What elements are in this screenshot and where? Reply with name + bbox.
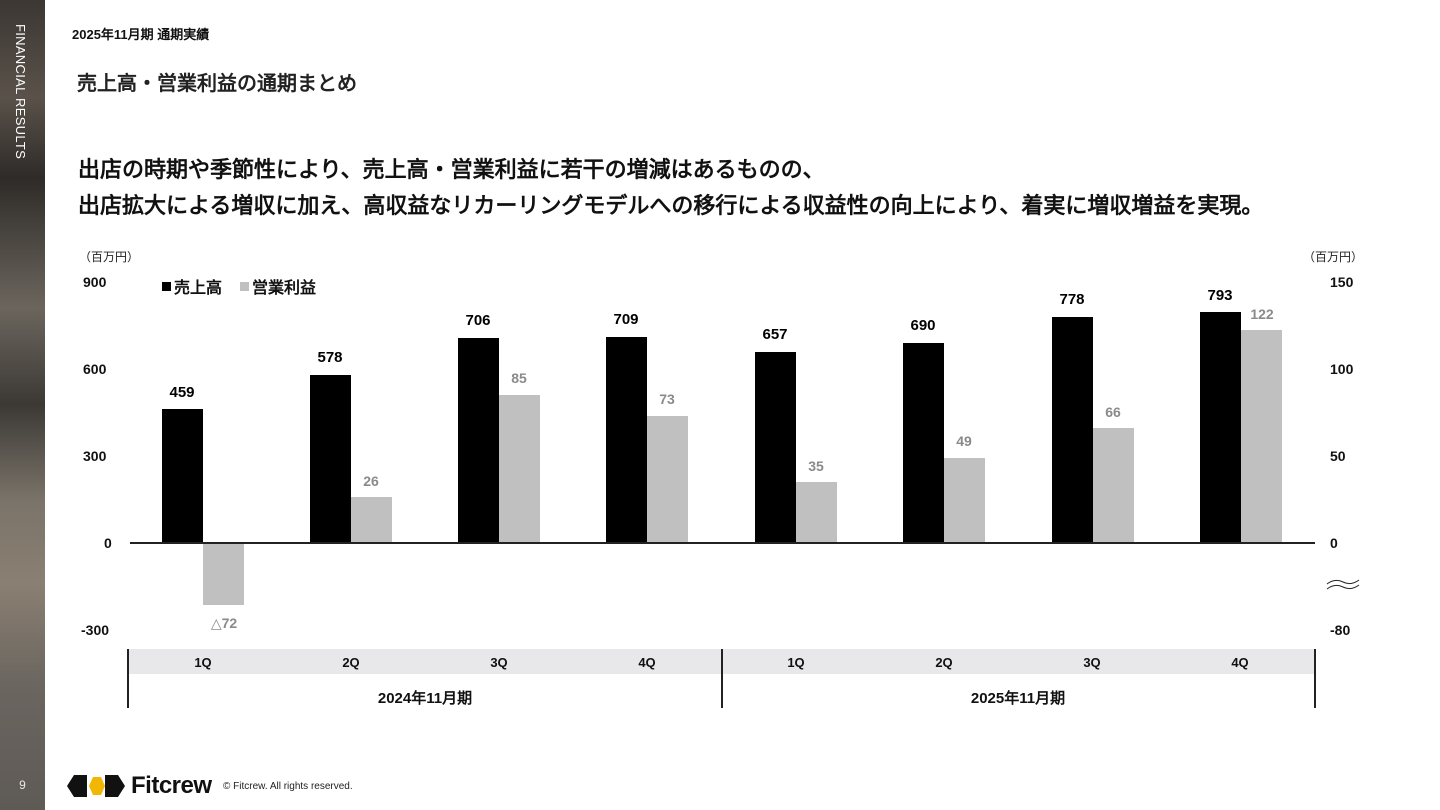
quarter-label: 1Q (787, 655, 805, 670)
legend-sales: 売上高 (162, 274, 222, 298)
quarter-label: 4Q (1231, 655, 1249, 670)
message-line-1: 出店の時期や季節性により、売上高・営業利益に若干の増減はあるものの、 (78, 157, 825, 182)
period-label: 2025年11月期 通期実績 (72, 27, 210, 42)
sales-value: 459 (169, 384, 195, 401)
sidebar: FINANCIAL RESULTS 9 (0, 0, 45, 810)
left-tick: 300 (83, 448, 107, 464)
profit-bar (944, 458, 985, 543)
brand-logo: Fitcrew (67, 772, 212, 800)
sales-value: 709 (613, 311, 639, 328)
key-message: 出店の時期や季節性により、売上高・営業利益に若干の増減はあるものの、 出店拡大に… (78, 152, 1263, 224)
profit-bar (796, 482, 837, 543)
right-tick: 0 (1330, 535, 1338, 551)
quarter-label: 3Q (1083, 655, 1101, 670)
profit-value: 122 (1250, 306, 1274, 322)
sales-value: 706 (465, 312, 491, 329)
left-tick: 0 (104, 535, 112, 551)
left-tick: 900 (83, 274, 107, 290)
divider (1314, 649, 1316, 708)
page-title: 売上高・営業利益の通期まとめ (77, 73, 357, 95)
left-tick: -300 (81, 622, 110, 638)
hexagon-logo-icon (67, 775, 125, 797)
profit-bar (1241, 330, 1282, 543)
brand-name: Fitcrew (131, 772, 212, 799)
quarter-label: 2Q (342, 655, 360, 670)
sales-bar (162, 409, 203, 543)
profit-value: 66 (1105, 404, 1121, 420)
profit-value: 85 (511, 370, 527, 386)
divider (127, 649, 129, 708)
sales-bar (458, 338, 499, 543)
zero-baseline (130, 542, 1315, 544)
quarter-label: 3Q (490, 655, 508, 670)
sales-value: 778 (1059, 291, 1085, 308)
left-tick: 600 (83, 361, 107, 377)
chart-legend: 売上高 営業利益 (162, 274, 316, 298)
profit-value: △72 (210, 615, 238, 631)
profit-value: 49 (956, 433, 972, 449)
fiscal-year-label: 2025年11月期 (970, 690, 1066, 707)
profit-bar (203, 543, 244, 605)
sales-value: 657 (762, 326, 788, 343)
legend-sales-label: 売上高 (174, 280, 223, 297)
left-axis-unit: （百万円） (79, 250, 140, 264)
profit-value: 35 (808, 458, 824, 474)
sales-bar (903, 343, 944, 543)
right-tick: 150 (1330, 274, 1354, 290)
sales-value: 578 (317, 349, 343, 366)
profit-value: 26 (363, 473, 379, 489)
legend-profit: 営業利益 (240, 274, 316, 298)
sales-bar (1200, 312, 1241, 543)
message-line-2: 出店拡大による増収に加え、高収益なリカーリングモデルへの移行による収益性の向上に… (78, 193, 1264, 218)
copyright: © Fitcrew. All rights reserved. (223, 781, 353, 792)
right-tick: 100 (1330, 361, 1354, 377)
right-axis-unit: （百万円） (1303, 250, 1364, 264)
axis-break-icon (1326, 579, 1360, 590)
sales-bar (755, 352, 796, 543)
quarter-label: 1Q (194, 655, 212, 670)
profit-bar (647, 416, 688, 543)
sales-swatch-icon (162, 281, 171, 291)
profit-swatch-icon (240, 281, 250, 291)
page-number: 9 (19, 778, 26, 792)
right-tick: -80 (1330, 622, 1351, 638)
sales-value: 793 (1207, 287, 1233, 304)
profit-value: 73 (659, 391, 675, 407)
profit-bar (351, 497, 392, 543)
sales-bar (606, 337, 647, 543)
sales-value: 690 (910, 317, 936, 334)
quarter-label: 4Q (638, 655, 656, 670)
profit-bar (499, 395, 540, 543)
fiscal-year-label: 2024年11月期 (377, 690, 473, 707)
sales-bar (1052, 317, 1093, 543)
sales-bar (310, 375, 351, 543)
profit-bar (1093, 428, 1134, 543)
quarter-label: 2Q (935, 655, 953, 670)
right-tick: 50 (1330, 448, 1346, 464)
legend-profit-label: 営業利益 (252, 280, 317, 297)
divider (721, 649, 723, 708)
section-label: FINANCIAL RESULTS (13, 24, 28, 160)
